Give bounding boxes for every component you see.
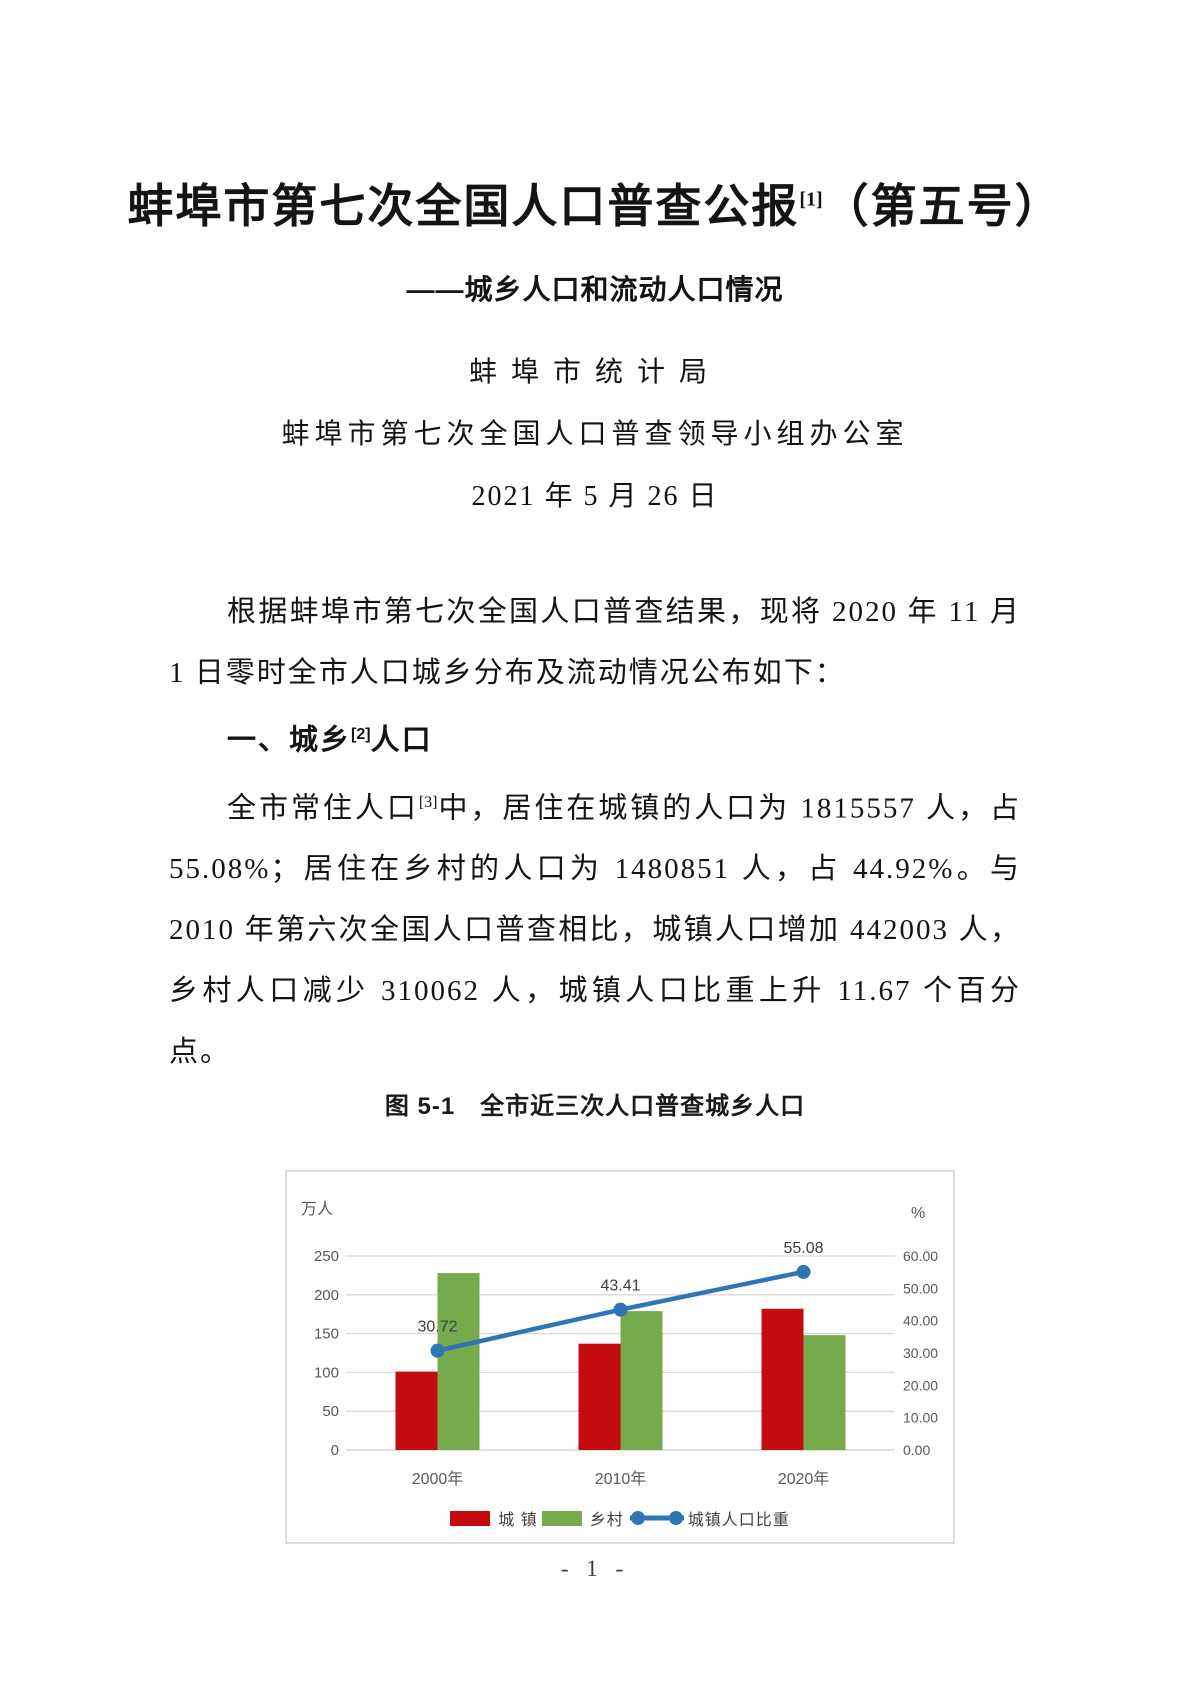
legend-item-ratio: 城镇人口比重 — [628, 1506, 790, 1530]
section-heading: 一、城乡[2]人口 — [227, 724, 433, 757]
rural-legend-label: 乡村 — [589, 1512, 624, 1529]
svg-text:200: 200 — [314, 1287, 339, 1304]
svg-text:50.00: 50.00 — [903, 1280, 938, 1296]
svg-text:60.00: 60.00 — [903, 1248, 938, 1264]
svg-text:50: 50 — [322, 1403, 339, 1420]
legend-item-urban: 城 镇 — [450, 1506, 537, 1530]
svg-text:20.00: 20.00 — [903, 1377, 938, 1393]
paragraph-footnote-ref: [3] — [418, 793, 438, 811]
svg-text:30.72: 30.72 — [417, 1319, 457, 1336]
svg-text:40.00: 40.00 — [903, 1313, 938, 1329]
svg-text:100: 100 — [314, 1364, 339, 1381]
title-main: 蚌埠市第七次全国人口普查公报 — [127, 181, 800, 232]
rural-legend-swatch — [541, 1510, 582, 1526]
author-line-2: 蚌埠市第七次全国人口普查领导小组办公室 — [281, 419, 909, 450]
author-line-1: 蚌埠市统计局 — [468, 357, 721, 388]
title-suffix: （第五号） — [822, 181, 1063, 232]
section-paragraph: 全市常住人口[3]中，居住在城镇的人口为 1815557 人，占 55.08%；… — [169, 792, 1021, 1069]
line-marker-icon — [628, 1510, 686, 1526]
date-line: 2021 年 5 月 26 日 — [471, 481, 719, 512]
urban-legend-swatch — [450, 1510, 491, 1526]
legend-item-rural: 乡村 — [541, 1506, 624, 1530]
chart-plot-area: 0 50 100 150 200 250 0.00 10.00 20.00 30.00 40.00 5… — [301, 1200, 938, 1488]
svg-text:55.08: 55.08 — [783, 1240, 823, 1257]
svg-text:43.41: 43.41 — [600, 1278, 640, 1295]
heading-footnote-ref: [2] — [351, 726, 371, 743]
chart-legend: 城 镇 乡村 城镇人口比重 — [287, 1506, 953, 1530]
body-text: 根据蚌埠市第七次全国人口普查结果，现将 2020 年 11 月 1 日零时全市人… — [169, 582, 1021, 1083]
svg-text:250: 250 — [314, 1248, 339, 1265]
svg-text:2020年: 2020年 — [778, 1470, 830, 1488]
page-title: 蚌埠市第七次全国人口普查公报[1]（第五号） — [0, 170, 1190, 236]
title-footnote-ref: [1] — [799, 188, 823, 211]
svg-text:2000年: 2000年 — [412, 1470, 464, 1488]
ratio-legend-label: 城镇人口比重 — [687, 1512, 790, 1529]
svg-text:150: 150 — [314, 1326, 339, 1343]
page-subtitle: ——城乡人口和流动人口情况 — [406, 274, 784, 305]
urban-legend-label: 城 镇 — [498, 1512, 538, 1529]
svg-text:10.00: 10.00 — [903, 1410, 938, 1426]
svg-text:2010年: 2010年 — [595, 1470, 647, 1488]
figure-caption: 图 5-1 全市近三次人口普查城乡人口 — [384, 1093, 806, 1120]
svg-text:%: % — [911, 1205, 925, 1222]
figure-5-1-chart: 0 50 100 150 200 250 0.00 10.00 20.00 30.00 40.00 5… — [285, 1170, 955, 1544]
svg-text:0: 0 — [331, 1442, 339, 1459]
svg-text:万人: 万人 — [301, 1200, 333, 1218]
intro-paragraph: 根据蚌埠市第七次全国人口普查结果，现将 2020 年 11 月 1 日零时全市人… — [169, 596, 1021, 689]
page-number: - 1 - — [560, 1556, 630, 1581]
svg-text:0.00: 0.00 — [903, 1442, 930, 1458]
svg-text:30.00: 30.00 — [903, 1345, 938, 1361]
